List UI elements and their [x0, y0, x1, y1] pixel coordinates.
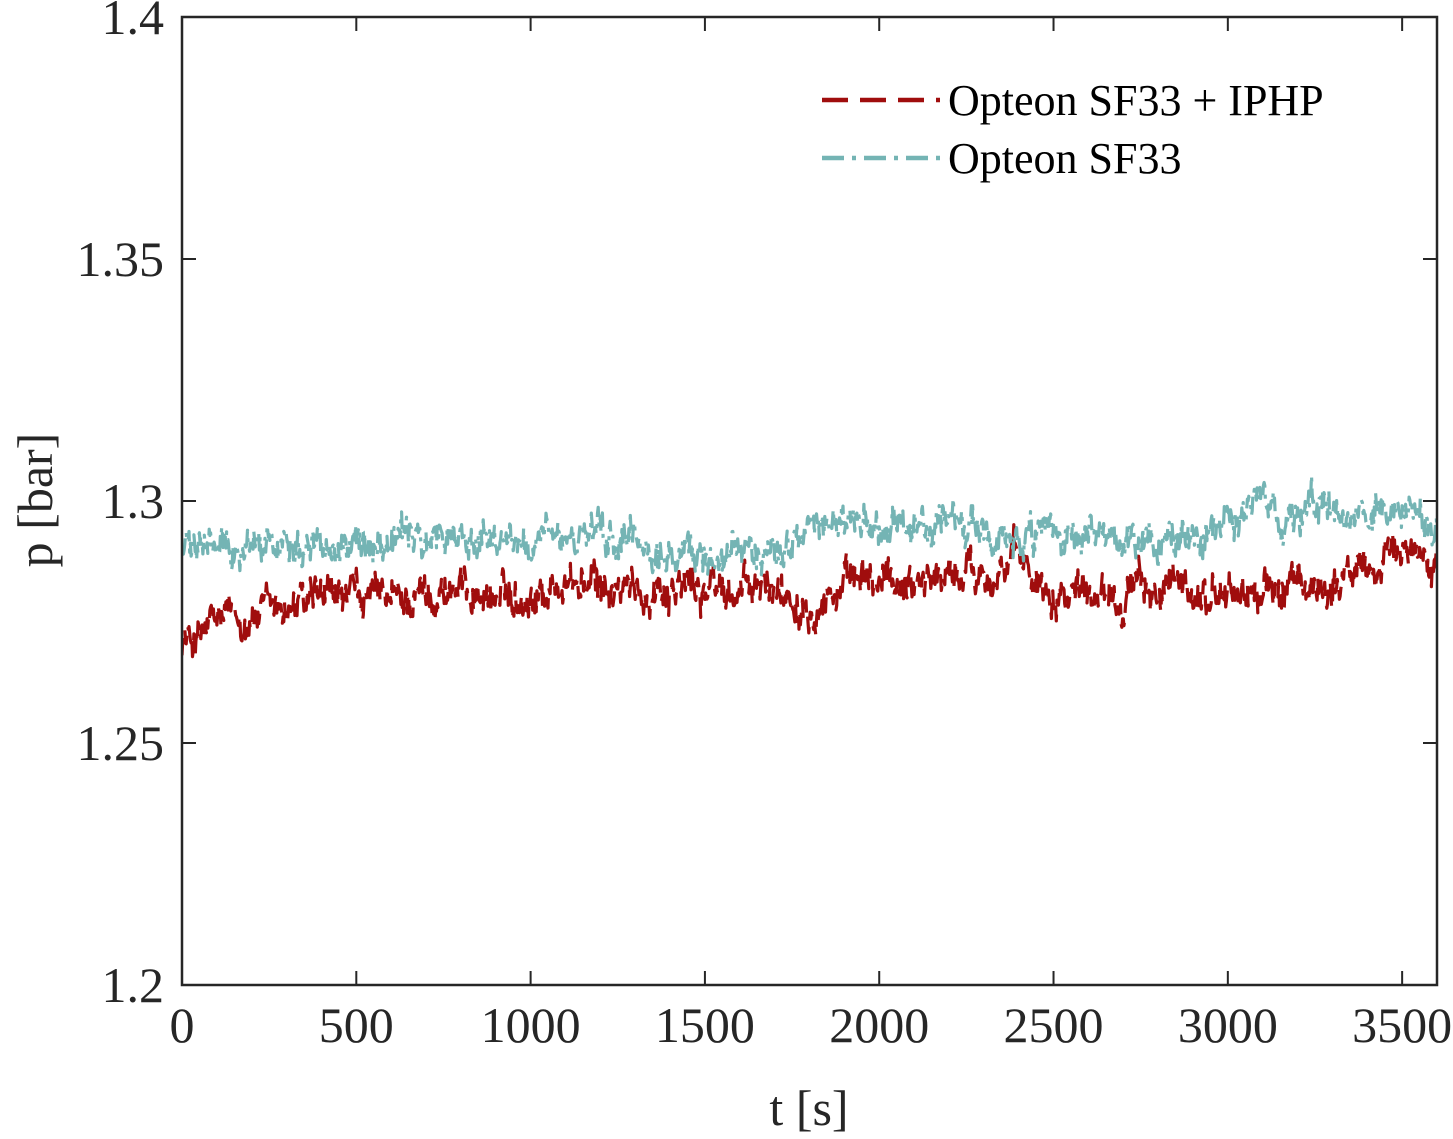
x-tick-label: 500	[319, 997, 394, 1053]
x-axis-label: t [s]	[769, 1080, 848, 1136]
legend: Opteon SF33 + IPHP Opteon SF33	[822, 76, 1324, 183]
x-tick-label: 2500	[1004, 997, 1104, 1053]
x-tick-label: 3500	[1352, 997, 1452, 1053]
series-line-sf33	[182, 473, 1437, 577]
y-tick-label: 1.2	[102, 957, 165, 1013]
y-tick-label: 1.25	[77, 715, 165, 771]
y-tick-label: 1.4	[102, 0, 165, 45]
x-tick-label: 3000	[1178, 997, 1278, 1053]
legend-label-sf33: Opteon SF33	[948, 134, 1181, 183]
y-tick-label: 1.3	[102, 473, 165, 529]
y-tick-label: 1.35	[77, 231, 165, 287]
series-layer	[182, 473, 1437, 659]
ticks-layer: 0 500 1000 1500 2000 2500 3000 3500 1.2 1.25 1.3 1.…	[77, 0, 1453, 1053]
x-tick-label: 1500	[655, 997, 755, 1053]
series-line-iphp	[182, 523, 1437, 659]
x-tick-label: 2000	[829, 997, 929, 1053]
y-axis-label: p [bar]	[7, 433, 63, 568]
x-tick-label: 0	[170, 997, 195, 1053]
legend-label-iphp: Opteon SF33 + IPHP	[948, 76, 1324, 125]
x-tick-label: 1000	[481, 997, 581, 1053]
